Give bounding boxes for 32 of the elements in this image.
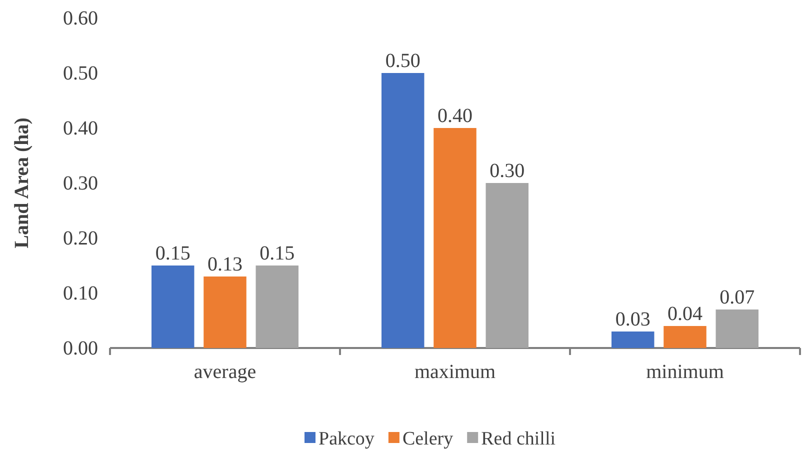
y-tick-label: 0.50 <box>63 62 98 84</box>
y-tick-label: 0.40 <box>63 117 98 140</box>
bar <box>381 73 424 348</box>
bar <box>716 310 759 348</box>
bar <box>611 332 654 348</box>
data-label: 0.04 <box>668 303 702 325</box>
bar <box>434 128 476 348</box>
data-label: 0.15 <box>155 242 190 264</box>
bar <box>486 183 529 348</box>
legend-label: Red chilli <box>481 428 556 450</box>
legend-label: Celery <box>402 428 454 450</box>
y-tick-label: 0.20 <box>63 227 98 250</box>
y-axis-title: Land Area (ha) <box>11 118 33 248</box>
bar <box>151 266 194 348</box>
bar <box>664 326 706 348</box>
x-tick-label: maximum <box>414 361 496 384</box>
bar <box>256 266 299 348</box>
data-label: 0.07 <box>720 286 755 308</box>
x-tick-label: average <box>194 361 256 384</box>
legend-label: Pakcoy <box>318 428 375 450</box>
y-tick-label: 0.30 <box>63 172 98 194</box>
bar <box>204 276 246 348</box>
data-label: 0.30 <box>490 160 525 182</box>
data-label: 0.03 <box>615 308 650 330</box>
data-label: 0.40 <box>438 105 472 127</box>
data-label: 0.15 <box>260 242 295 264</box>
data-label: 0.50 <box>385 50 420 72</box>
y-tick-label: 0.60 <box>63 7 98 30</box>
y-tick-label: 0.10 <box>63 282 98 304</box>
y-tick-label: 0.00 <box>63 337 98 360</box>
x-tick-label: minimum <box>646 361 724 384</box>
data-label: 0.13 <box>208 254 242 276</box>
